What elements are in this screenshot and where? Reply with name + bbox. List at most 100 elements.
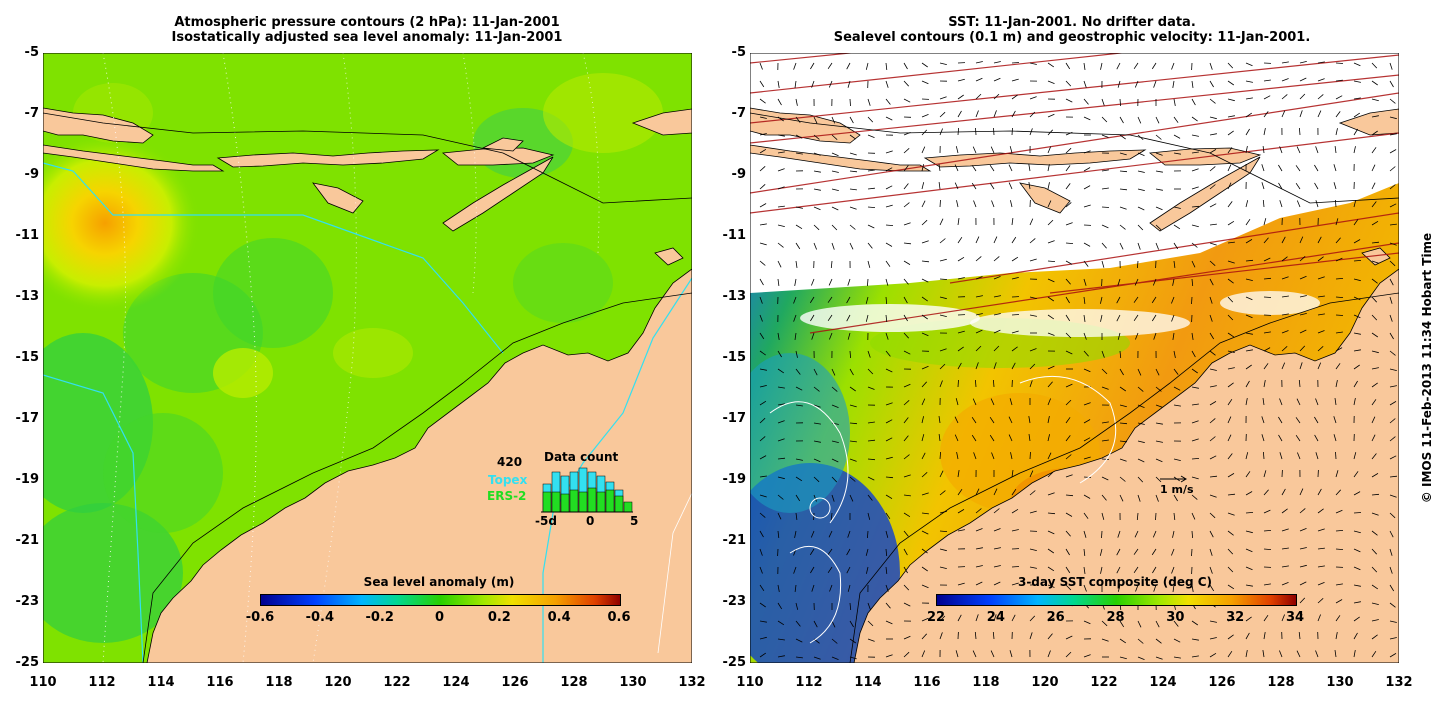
velocity-arrow	[975, 565, 983, 568]
velocity-arrow	[921, 381, 927, 388]
velocity-arrow	[759, 223, 767, 226]
velocity-arrow	[1335, 509, 1343, 514]
velocity-arrow	[903, 350, 911, 355]
velocity-arrow	[972, 650, 977, 658]
velocity-arrow	[921, 219, 928, 226]
velocity-arrow	[1335, 79, 1343, 82]
velocity-arrow	[1371, 382, 1378, 388]
velocity-arrow	[1173, 134, 1181, 139]
velocity-arrow	[1101, 134, 1109, 138]
velocity-arrow	[1389, 494, 1397, 498]
velocity-arrow	[846, 296, 851, 304]
velocity-arrow	[813, 224, 820, 231]
velocity-arrow	[1278, 434, 1283, 442]
velocity-arrow	[849, 494, 854, 502]
velocity-arrow	[759, 400, 767, 406]
velocity-arrow	[1101, 494, 1107, 501]
velocity-arrow	[1279, 452, 1283, 460]
velocity-arrow	[957, 236, 963, 244]
velocity-arrow	[1333, 434, 1337, 442]
velocity-arrow	[1065, 260, 1073, 265]
velocity-arrow	[1137, 620, 1142, 628]
velocity-arrow	[956, 452, 959, 460]
velocity-arrow	[1171, 314, 1175, 322]
velocity-arrow	[1227, 80, 1235, 86]
velocity-arrow	[885, 350, 891, 357]
velocity-arrow	[1334, 146, 1337, 154]
velocity-arrow	[1011, 62, 1020, 64]
velocity-arrow	[849, 350, 851, 359]
velocity-arrow	[867, 620, 874, 627]
velocity-arrow	[1353, 128, 1359, 136]
velocity-arrow	[885, 437, 893, 442]
velocity-arrow	[1137, 404, 1145, 408]
velocity-arrow	[867, 439, 876, 442]
velocity-arrow	[1191, 512, 1196, 520]
velocity-arrow	[1191, 403, 1199, 406]
velocity-arrow	[1227, 416, 1232, 424]
velocity-arrow	[903, 435, 909, 442]
velocity-arrow	[1083, 402, 1091, 406]
velocity-arrow	[1335, 451, 1337, 460]
velocity-arrow	[1281, 295, 1289, 298]
velocity-arrow	[1335, 62, 1344, 64]
velocity-arrow	[849, 458, 857, 462]
velocity-arrow	[831, 152, 839, 157]
velocity-arrow	[811, 332, 815, 340]
velocity-arrow	[885, 314, 888, 323]
velocity-arrow	[1101, 368, 1108, 375]
left-ytick: -15	[15, 350, 40, 365]
velocity-arrow	[1389, 566, 1393, 574]
velocity-arrow	[975, 313, 983, 316]
velocity-arrow	[1101, 620, 1108, 627]
velocity-arrow	[1047, 633, 1053, 640]
velocity-arrow	[1371, 296, 1377, 303]
velocity-arrow	[1133, 548, 1139, 555]
velocity-arrow	[1083, 62, 1086, 70]
left-xtick: 122	[383, 675, 411, 690]
velocity-arrow	[1371, 566, 1378, 573]
velocity-arrow	[1008, 182, 1013, 190]
velocity-arrow	[831, 458, 839, 463]
velocity-arrow	[1353, 471, 1359, 478]
velocity-arrow	[809, 548, 815, 556]
velocity-arrow	[1371, 98, 1379, 102]
velocity-arrow	[1083, 437, 1091, 442]
velocity-arrow	[831, 620, 836, 628]
velocity-arrow	[1335, 599, 1343, 604]
velocity-arrow	[1245, 349, 1253, 352]
velocity-arrow	[921, 62, 928, 68]
velocity-arrow	[974, 631, 977, 640]
velocity-arrow	[1299, 110, 1303, 118]
velocity-arrow	[1173, 458, 1181, 461]
velocity-arrow	[1028, 182, 1031, 190]
velocity-arrow	[865, 548, 869, 556]
velocity-arrow	[1227, 473, 1235, 478]
velocity-arrow	[1245, 112, 1253, 118]
velocity-arrow	[795, 134, 803, 139]
velocity-arrow	[939, 96, 947, 100]
right-colorbar-tick: 30	[1166, 610, 1185, 625]
velocity-arrow	[1227, 314, 1234, 321]
velocity-arrow	[1209, 242, 1217, 246]
velocity-arrow	[1065, 62, 1071, 70]
velocity-arrow	[939, 566, 947, 569]
velocity-arrow	[1065, 435, 1071, 442]
velocity-arrow	[938, 182, 941, 190]
velocity-arrow	[1353, 632, 1358, 640]
velocity-arrow	[1151, 62, 1157, 70]
velocity-arrow	[1263, 489, 1269, 496]
velocity-arrow	[831, 224, 838, 231]
velocity-arrow	[921, 114, 929, 118]
velocity-arrow	[1137, 188, 1145, 191]
velocity-arrow	[1116, 548, 1121, 556]
ers2-bar	[542, 491, 552, 513]
velocity-arrow	[957, 127, 959, 136]
velocity-arrow	[1029, 632, 1033, 640]
velocity-arrow	[830, 260, 833, 269]
velocity-arrow	[903, 242, 912, 245]
right-xtick: 114	[854, 675, 882, 690]
velocity-arrow	[939, 314, 947, 317]
velocity-arrow	[1209, 332, 1215, 340]
velocity-arrow	[759, 133, 767, 136]
